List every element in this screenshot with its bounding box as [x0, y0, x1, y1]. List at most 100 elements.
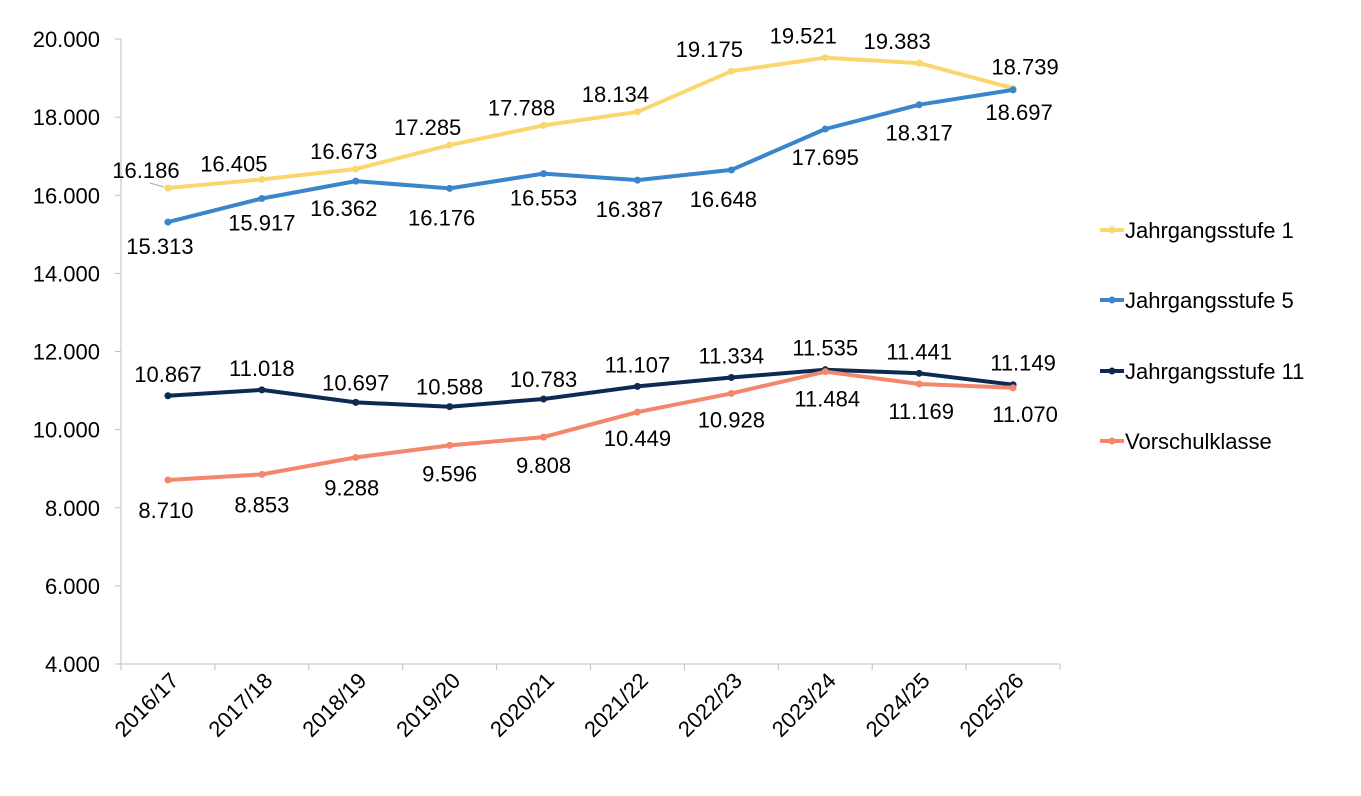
legend-label: Jahrgangsstufe 1 — [1125, 218, 1294, 243]
legend-swatch-marker — [1108, 367, 1116, 375]
series-line — [165, 367, 1016, 409]
data-point — [352, 453, 360, 461]
data-label: 18.317 — [886, 121, 953, 146]
data-label: 15.917 — [228, 210, 295, 235]
data-point — [915, 380, 923, 388]
data-label: 19.175 — [676, 37, 743, 62]
x-tick-label: 2017/18 — [203, 668, 277, 742]
legend-item: Jahrgangsstufe 5 — [1100, 288, 1294, 313]
data-point — [633, 382, 641, 390]
legend: Jahrgangsstufe 1 Jahrgangsstufe 5 Jahrgang… — [1100, 218, 1304, 454]
x-tick-label: 2025/26 — [955, 668, 1029, 742]
data-label: 11.169 — [888, 399, 954, 424]
data-label: 16.648 — [690, 187, 757, 212]
data-label: 16.186 — [112, 158, 179, 183]
data-point — [164, 218, 172, 226]
data-label-leader-line — [149, 182, 165, 188]
y-tick-label: 12.000 — [33, 340, 100, 365]
data-label: 15.313 — [126, 234, 193, 259]
y-tick-label: 20.000 — [33, 27, 100, 52]
data-point — [633, 408, 641, 416]
series-jahrgangsstufe-5 — [164, 86, 1017, 226]
data-label: 19.383 — [864, 29, 931, 54]
data-label: 11.070 — [992, 402, 1058, 427]
data-point — [915, 101, 923, 109]
y-tick-label: 18.000 — [33, 105, 100, 130]
series-jahrgangsstufe-1 — [164, 54, 1017, 192]
data-point — [164, 392, 172, 400]
data-label: 17.695 — [792, 145, 859, 170]
data-point — [1009, 384, 1017, 392]
data-point — [727, 166, 735, 174]
series-line — [165, 87, 1016, 225]
data-point — [540, 395, 548, 403]
data-label: 11.535 — [792, 336, 858, 361]
data-point — [540, 121, 548, 129]
x-tick-label: 2018/19 — [297, 668, 371, 742]
data-label: 11.441 — [886, 339, 952, 364]
data-label: 16.176 — [408, 205, 475, 230]
data-point — [821, 54, 829, 62]
y-tick-label: 14.000 — [33, 261, 100, 286]
series-line — [165, 55, 1016, 190]
data-label: 18.739 — [991, 54, 1058, 79]
data-point — [446, 441, 454, 449]
data-label: 10.783 — [510, 367, 577, 392]
data-point — [352, 398, 360, 406]
y-tick-label: 16.000 — [33, 183, 100, 208]
legend-item: Jahrgangsstufe 11 — [1100, 359, 1304, 384]
data-point — [446, 403, 454, 411]
data-label: 8.710 — [138, 498, 193, 523]
data-point — [446, 141, 454, 149]
data-point — [258, 175, 266, 183]
data-label: 16.553 — [510, 186, 577, 211]
data-label: 11.484 — [794, 387, 860, 412]
data-point — [915, 369, 923, 377]
x-tick-label: 2016/17 — [110, 668, 184, 742]
legend-label: Jahrgangsstufe 5 — [1125, 288, 1294, 313]
data-point — [1009, 86, 1017, 94]
data-point — [727, 374, 735, 382]
x-tick-label: 2022/23 — [673, 668, 747, 742]
data-label: 16.673 — [310, 139, 377, 164]
x-tick-label: 2024/25 — [861, 668, 935, 742]
data-point — [727, 389, 735, 397]
data-point — [727, 67, 735, 75]
data-label: 9.288 — [324, 475, 379, 500]
legend-item: Jahrgangsstufe 1 — [1100, 218, 1294, 243]
x-tick-label: 2021/22 — [579, 668, 653, 742]
legend-swatch-marker — [1108, 296, 1116, 304]
data-point — [633, 176, 641, 184]
series-lines — [164, 54, 1017, 484]
data-point — [633, 108, 641, 116]
data-label: 11.018 — [229, 356, 295, 381]
data-point — [540, 170, 548, 178]
series-line — [165, 369, 1016, 482]
data-point — [915, 59, 923, 67]
x-tick-label: 2020/21 — [485, 668, 559, 742]
data-label: 10.588 — [416, 375, 483, 400]
data-label: 9.808 — [516, 453, 571, 478]
data-label: 18.134 — [582, 82, 649, 107]
data-point — [540, 433, 548, 441]
data-label: 16.387 — [596, 197, 663, 222]
data-point — [821, 368, 829, 376]
data-label: 10.928 — [698, 407, 765, 432]
legend-swatch-marker — [1108, 226, 1116, 234]
legend-item: Vorschulklasse — [1100, 429, 1272, 454]
legend-label: Vorschulklasse — [1125, 429, 1272, 454]
y-tick-label: 8.000 — [45, 496, 100, 521]
data-label: 17.788 — [488, 95, 555, 120]
data-label: 11.149 — [990, 351, 1056, 376]
data-point — [258, 470, 266, 478]
data-label: 10.867 — [134, 362, 201, 387]
legend-swatch-marker — [1108, 437, 1116, 445]
y-tick-label: 10.000 — [33, 418, 100, 443]
data-labels: 16.186 16.405 16.673 17.285 17.788 18.134 19.1… — [112, 24, 1058, 523]
y-tick-label: 6.000 — [45, 574, 100, 599]
legend-label: Jahrgangsstufe 11 — [1125, 359, 1304, 384]
data-label: 9.596 — [422, 461, 477, 486]
data-label: 16.362 — [310, 196, 377, 221]
data-label: 19.521 — [770, 24, 837, 49]
